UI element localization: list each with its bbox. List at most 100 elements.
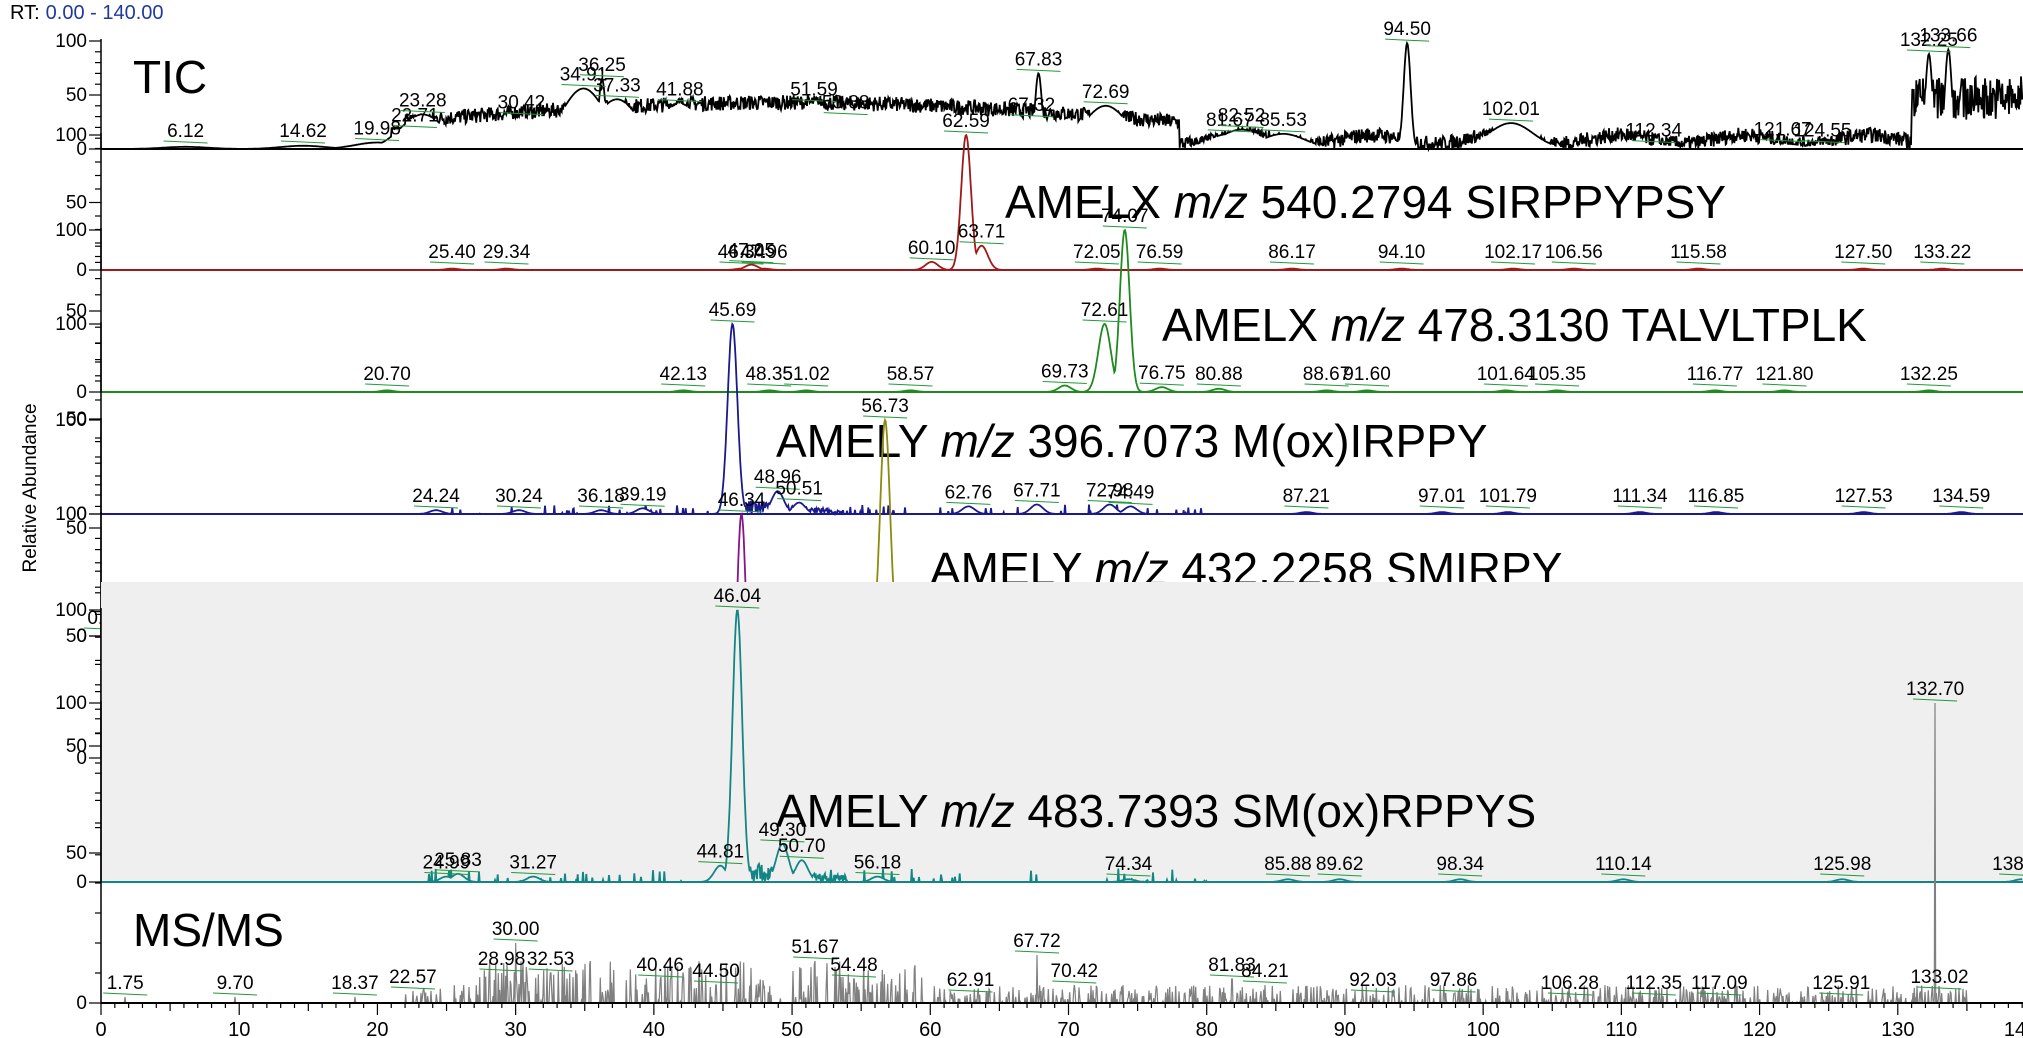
x-tick-label: 10	[228, 1019, 250, 1038]
peak-label-leader	[760, 839, 805, 843]
y-tick-label: 0	[76, 382, 87, 403]
peak-label-leader	[1631, 140, 1676, 144]
y-tick-label: 50	[66, 626, 87, 647]
peak-label-leader	[1697, 992, 1742, 996]
x-tick-label: 50	[781, 1019, 803, 1038]
peak-label-leader	[1304, 383, 1349, 387]
peak-label: 97.01	[1418, 486, 1466, 507]
peak-label: 97.86	[1430, 970, 1478, 991]
peak-label: 18.37	[331, 973, 379, 994]
peak-label-leader	[1317, 873, 1362, 877]
peak-label: 50.51	[775, 479, 823, 500]
peak-label-leader	[332, 992, 377, 996]
peak-label-leader	[1694, 505, 1739, 509]
peak-label-leader	[1345, 383, 1390, 387]
peak-label: 86.17	[1268, 242, 1316, 263]
trace-line	[101, 40, 2023, 153]
peak-label-leader	[1491, 261, 1536, 265]
peak-label: 76.59	[1136, 242, 1184, 263]
rt-label: RT:	[10, 2, 40, 24]
peak-label-leader	[1906, 383, 1951, 387]
y-tick-label: 0	[76, 626, 87, 647]
x-tick-label: 120	[1743, 1019, 1776, 1038]
peak-label: 98.34	[1436, 854, 1484, 875]
peak-label-leader	[103, 992, 148, 996]
peak-label: 60.10	[908, 238, 956, 259]
y-tick-label: 100	[55, 504, 87, 525]
peak-label-leader	[528, 968, 573, 972]
peak-label-leader	[620, 503, 665, 507]
peak-label-leader	[784, 383, 829, 387]
title-mz-italic: m/z	[940, 415, 1014, 467]
peak-label-leader	[1209, 974, 1255, 978]
peak-label: 81.67	[1206, 110, 1254, 131]
peak-label-leader	[1617, 505, 1662, 509]
peak-label: 46.04	[714, 586, 762, 607]
peak-label: 67.72	[1013, 931, 1061, 952]
peak-label-leader	[719, 509, 764, 513]
panel-title: TIC	[133, 51, 207, 103]
peak-label-leader	[1820, 873, 1865, 877]
peak-label: 62.76	[945, 482, 993, 503]
peak-label-leader	[741, 261, 786, 265]
peak-label-leader	[1137, 261, 1182, 265]
peak-label-leader	[1917, 986, 1962, 990]
peak-label-leader	[1939, 505, 1984, 509]
peak-label: 112.35	[1625, 973, 1682, 994]
peak-label-leader	[1906, 49, 1951, 53]
peak-label-leader	[435, 869, 481, 873]
peak-label-leader	[163, 140, 208, 144]
peak-label-leader	[944, 130, 989, 134]
x-tick-label: 110	[1605, 1019, 1637, 1038]
y-tick-label: 0	[76, 872, 87, 893]
peak-label-leader	[1800, 140, 1845, 144]
peak-label-leader	[1601, 873, 1646, 877]
title-part: AMELY	[776, 415, 940, 467]
peak-label: 133.66	[1919, 26, 1977, 47]
peak-label: 132.70	[1906, 679, 1964, 700]
y-tick-label: 100	[55, 600, 87, 621]
trace-line	[101, 133, 2023, 271]
peak-label: 91.60	[1343, 364, 1391, 385]
peak-label-leader	[1841, 261, 1886, 265]
x-tick-label: 80	[1196, 1019, 1218, 1038]
peak-label: 132.25	[1900, 364, 1958, 385]
peak-label: 69.73	[1041, 362, 1089, 383]
peak-label-leader	[698, 861, 743, 865]
y-tick-label: 100	[55, 314, 87, 335]
peak-label: 89.62	[1316, 854, 1364, 875]
peak-label-leader	[715, 605, 760, 609]
title-part: 540.2794 SIRPPYPSY	[1248, 176, 1726, 228]
y-tick-label: 100	[55, 410, 87, 431]
peak-label-leader	[831, 974, 877, 978]
peak-label: 49.30	[759, 820, 807, 841]
peak-label: 36.18	[577, 486, 625, 507]
peak-label: 81.83	[1208, 955, 1256, 976]
peak-label: 85.88	[1264, 854, 1312, 875]
peak-label: 28.98	[478, 949, 526, 970]
peak-label-leader	[1676, 261, 1721, 265]
peak-label: 116.77	[1687, 364, 1744, 385]
peak-label-leader	[1196, 383, 1241, 387]
peak-label: 74.34	[1105, 854, 1153, 875]
peak-label: 47.96	[740, 242, 788, 263]
y-tick-label: 0	[76, 139, 87, 160]
peak-label-leader	[1999, 873, 2023, 876]
peak-label: 50.70	[778, 836, 826, 857]
peak-label: 1.75	[107, 973, 144, 994]
x-tick-label: 30	[505, 1019, 527, 1038]
peak-label: 72.69	[1082, 82, 1130, 103]
y-tick-label: 100	[55, 220, 87, 241]
peak-label-leader	[1488, 118, 1533, 122]
y-tick-label: 50	[66, 85, 87, 106]
y-tick-label: 0	[76, 993, 87, 1014]
title-part: 478.3130 TALVLTPLK	[1405, 299, 1867, 351]
peak-label: 44.50	[692, 961, 740, 982]
peak-label-leader	[281, 140, 326, 144]
peak-label-leader	[1431, 989, 1476, 993]
peak-label-leader	[1760, 139, 1805, 143]
peak-label-leader	[213, 992, 258, 996]
